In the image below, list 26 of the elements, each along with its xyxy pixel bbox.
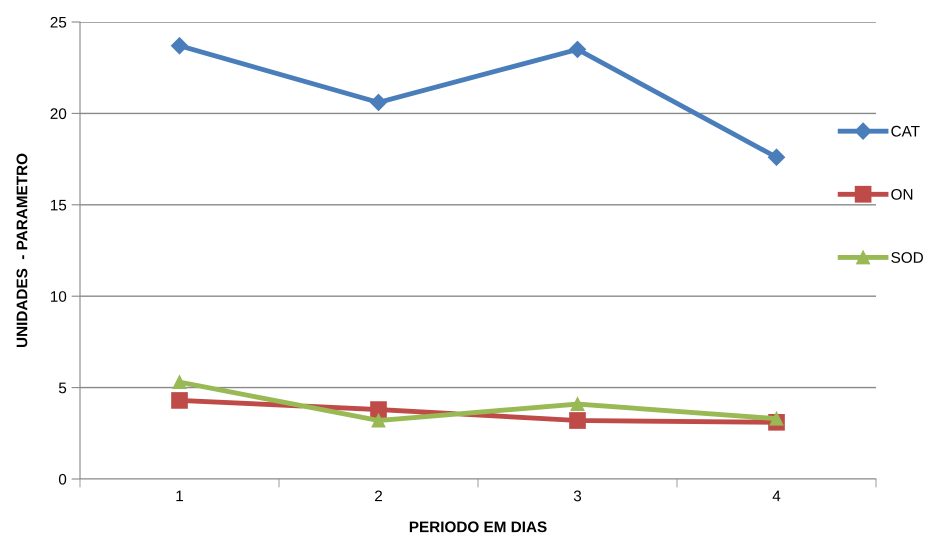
y-tick-label: 0	[58, 474, 66, 485]
point	[770, 412, 784, 426]
point	[171, 392, 188, 409]
y-tick-label: 20	[50, 108, 66, 120]
point	[570, 397, 584, 411]
x-tick-label: 3	[574, 490, 582, 502]
point	[370, 94, 388, 111]
y-tick-label: 25	[50, 16, 66, 28]
point	[568, 40, 586, 58]
y-tick-label: 10	[50, 291, 66, 302]
y-tick-label: 15	[50, 200, 66, 210]
y-axis-title: UNIDADES - PARAMETRO	[16, 154, 28, 348]
x-tick-label: 4	[772, 490, 780, 502]
point	[768, 148, 786, 166]
y-tick-label: 5	[58, 382, 66, 394]
legend-label: ON	[891, 188, 912, 200]
point	[569, 412, 586, 429]
legend-label: CAT	[891, 126, 920, 137]
legend-label: SOD	[891, 252, 923, 263]
x-axis-title: PERIODO EM DIAS	[410, 521, 547, 532]
point	[372, 414, 386, 428]
point	[172, 375, 186, 390]
point	[370, 401, 387, 418]
point	[170, 37, 188, 54]
x-tick-label: 2	[375, 490, 382, 502]
x-tick-label: 1	[176, 490, 184, 502]
